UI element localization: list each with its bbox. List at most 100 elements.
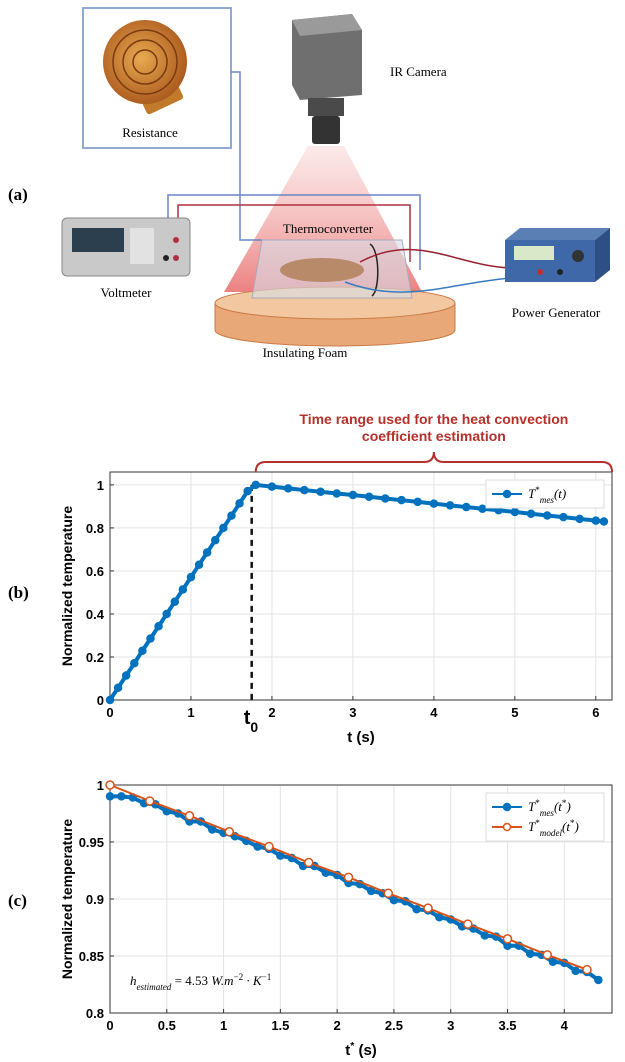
text-part: * <box>350 1040 355 1052</box>
text-part: (t <box>554 799 562 814</box>
marker-label: t0 <box>244 707 259 735</box>
y-tick-label: 0.2 <box>86 650 104 665</box>
data-point <box>105 792 115 801</box>
plot-frame <box>109 471 613 701</box>
x-tick-label: 2.5 <box>385 1018 403 1033</box>
y-tick-label: 0.4 <box>86 607 105 622</box>
resistance-image <box>103 20 187 115</box>
text-part: model <box>540 828 563 838</box>
data-point <box>316 487 325 497</box>
data-point <box>162 609 171 619</box>
data-point <box>283 484 293 493</box>
y-tick-label: 0.9 <box>86 892 104 907</box>
data-point <box>113 683 123 692</box>
x-tick-label: 5 <box>511 705 518 720</box>
data-point <box>582 964 592 975</box>
y-tick-label: 0.95 <box>79 835 104 850</box>
text-part: · K <box>243 973 263 988</box>
text-part: −2 <box>233 972 243 982</box>
data-point <box>243 486 252 496</box>
diagram-label: Insulating Foam <box>263 345 348 360</box>
data-point <box>267 482 277 491</box>
x-tick-label: 6 <box>592 705 599 720</box>
data-point <box>413 497 422 507</box>
annotation: Time range used for the heat convection <box>299 411 568 427</box>
data-point <box>591 516 601 525</box>
text-part: = 4.53 <box>171 973 208 988</box>
data-point <box>383 888 394 899</box>
x-tick-label: 4 <box>561 1018 569 1033</box>
data-point <box>594 975 603 985</box>
y-tick-label: 1 <box>97 778 104 793</box>
data-point <box>105 695 115 705</box>
diagram-label: Resistance <box>122 125 178 140</box>
y-tick-label: 0 <box>97 693 104 708</box>
data-point <box>202 548 212 557</box>
legend-label: T*mes(t) <box>528 485 566 505</box>
diagram-label: IR Camera <box>390 64 447 79</box>
data-point <box>138 646 147 655</box>
data-point <box>207 825 217 834</box>
data-point <box>525 949 535 958</box>
text-part: * <box>535 798 540 808</box>
data-point <box>364 492 374 501</box>
legend-swatch <box>502 802 512 812</box>
data-point <box>276 851 285 860</box>
thermoconverter <box>251 239 413 299</box>
y-tick-label: 0.6 <box>86 564 104 579</box>
data-point <box>130 658 139 668</box>
text-part: estimated <box>137 982 172 992</box>
chart: 0 1 2 3 4 5 6 0 0.2 0.4 0.6 0.8 1 t (s) Normalized tem… <box>59 411 613 746</box>
data-point <box>423 903 433 913</box>
y-axis-label: Normalized temperature <box>59 506 75 666</box>
diagram-label: Power Generator <box>512 305 601 320</box>
data-point <box>548 957 558 966</box>
wire <box>231 71 262 241</box>
x-tick-label: 3.5 <box>498 1018 516 1033</box>
plot-frame <box>109 784 613 1014</box>
data-point <box>502 934 513 944</box>
data-point <box>429 499 439 508</box>
x-axis-label: t* (s) <box>345 1040 377 1059</box>
text-part: T <box>528 486 536 501</box>
range-bracket <box>254 451 613 473</box>
annotation: coefficient estimation <box>362 428 506 444</box>
y-tick-label: 0.8 <box>86 1006 104 1021</box>
y-tick-label: 0.8 <box>86 521 104 536</box>
wire <box>359 248 521 269</box>
data-point <box>304 857 314 868</box>
data-point <box>463 919 473 929</box>
legend-swatch <box>502 489 512 499</box>
x-tick-label: 3 <box>447 1018 454 1033</box>
data-point <box>435 912 444 922</box>
data-point <box>224 826 235 837</box>
data-point <box>559 512 568 522</box>
data-point <box>462 502 471 512</box>
diagram-label: Thermoconverter <box>283 221 374 236</box>
legend-box <box>485 792 605 842</box>
data-point <box>186 572 196 582</box>
x-tick-label: 4 <box>430 705 438 720</box>
text-part: −1 <box>262 972 272 982</box>
power-generator <box>505 228 610 282</box>
ir-camera <box>292 14 362 144</box>
plot-area <box>110 472 612 700</box>
y-tick-label: 0.85 <box>79 949 104 964</box>
text-part: t <box>345 1042 350 1059</box>
data-point <box>184 811 195 821</box>
text-part: (t <box>562 819 570 834</box>
data-point <box>599 517 609 526</box>
text-part: T <box>528 799 536 814</box>
data-point <box>445 501 455 510</box>
text-part: * <box>562 798 567 808</box>
data-point <box>412 905 421 914</box>
data-point <box>211 535 220 545</box>
x-tick-label: 0 <box>106 705 113 720</box>
data-point <box>348 490 358 500</box>
diagram: Resistance IR Camera Voltmeter Insulatin… <box>61 7 610 360</box>
data-point <box>227 511 236 520</box>
data-point <box>526 509 536 518</box>
text-part: * <box>570 818 575 828</box>
